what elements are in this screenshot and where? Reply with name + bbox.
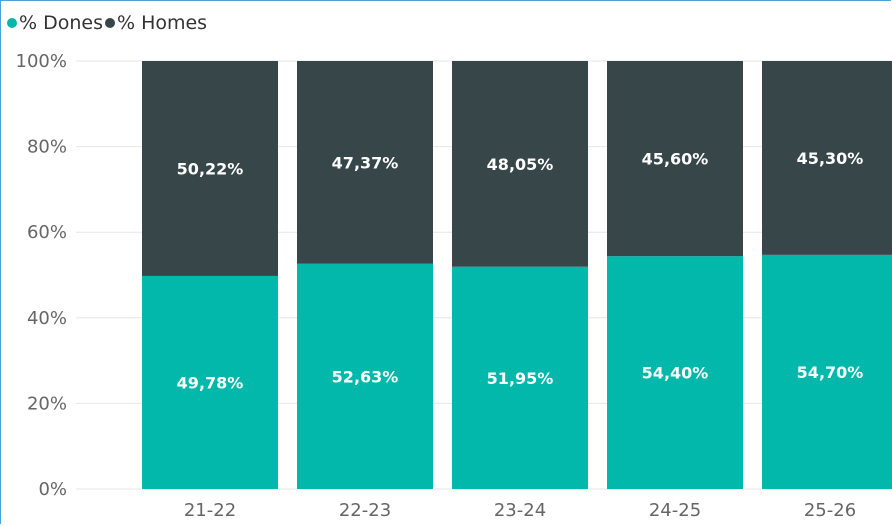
bar-segment bbox=[762, 61, 892, 255]
data-label: 50,22% bbox=[177, 159, 244, 178]
y-tick-label: 80% bbox=[27, 137, 67, 158]
legend-dot-icon bbox=[104, 18, 115, 28]
legend-label: % Homes bbox=[116, 12, 208, 34]
data-label: 51,95% bbox=[487, 369, 554, 388]
x-tick-label: 24-25 bbox=[649, 500, 701, 521]
x-tick-label: 22-23 bbox=[339, 500, 391, 521]
y-tick-label: 0% bbox=[38, 479, 67, 500]
data-label: 45,30% bbox=[797, 149, 864, 168]
x-tick-label: 21-22 bbox=[184, 500, 236, 521]
data-label: 54,70% bbox=[797, 363, 864, 382]
data-label: 47,37% bbox=[332, 153, 399, 172]
data-label: 54,40% bbox=[642, 364, 709, 383]
legend-dot-icon bbox=[7, 18, 17, 28]
y-tick-label: 100% bbox=[16, 51, 67, 72]
x-tick-label: 23-24 bbox=[494, 500, 546, 521]
bar-segment bbox=[297, 61, 433, 264]
legend-label: % Dones bbox=[19, 12, 103, 34]
data-label: 49,78% bbox=[177, 373, 244, 392]
legend: % Dones % Homes bbox=[7, 11, 209, 35]
bar-segment bbox=[297, 263, 433, 489]
bar-segment bbox=[452, 266, 588, 489]
data-label: 52,63% bbox=[332, 367, 399, 386]
bar-segment bbox=[607, 256, 743, 489]
bar-segment bbox=[762, 254, 892, 489]
bar-segment bbox=[142, 275, 278, 489]
x-tick-label: 25-26 bbox=[804, 500, 856, 521]
data-label: 45,60% bbox=[642, 150, 709, 169]
y-tick-label: 40% bbox=[27, 308, 67, 329]
legend-item-homes[interactable]: % Homes bbox=[104, 12, 208, 34]
y-tick-label: 60% bbox=[27, 222, 67, 243]
bar-segment bbox=[452, 61, 588, 267]
legend-item-dones[interactable]: % Dones bbox=[7, 12, 103, 34]
bar-segment bbox=[142, 61, 278, 276]
data-label: 48,05% bbox=[487, 155, 554, 174]
y-tick-label: 20% bbox=[27, 393, 67, 414]
bar-segment bbox=[607, 61, 743, 257]
